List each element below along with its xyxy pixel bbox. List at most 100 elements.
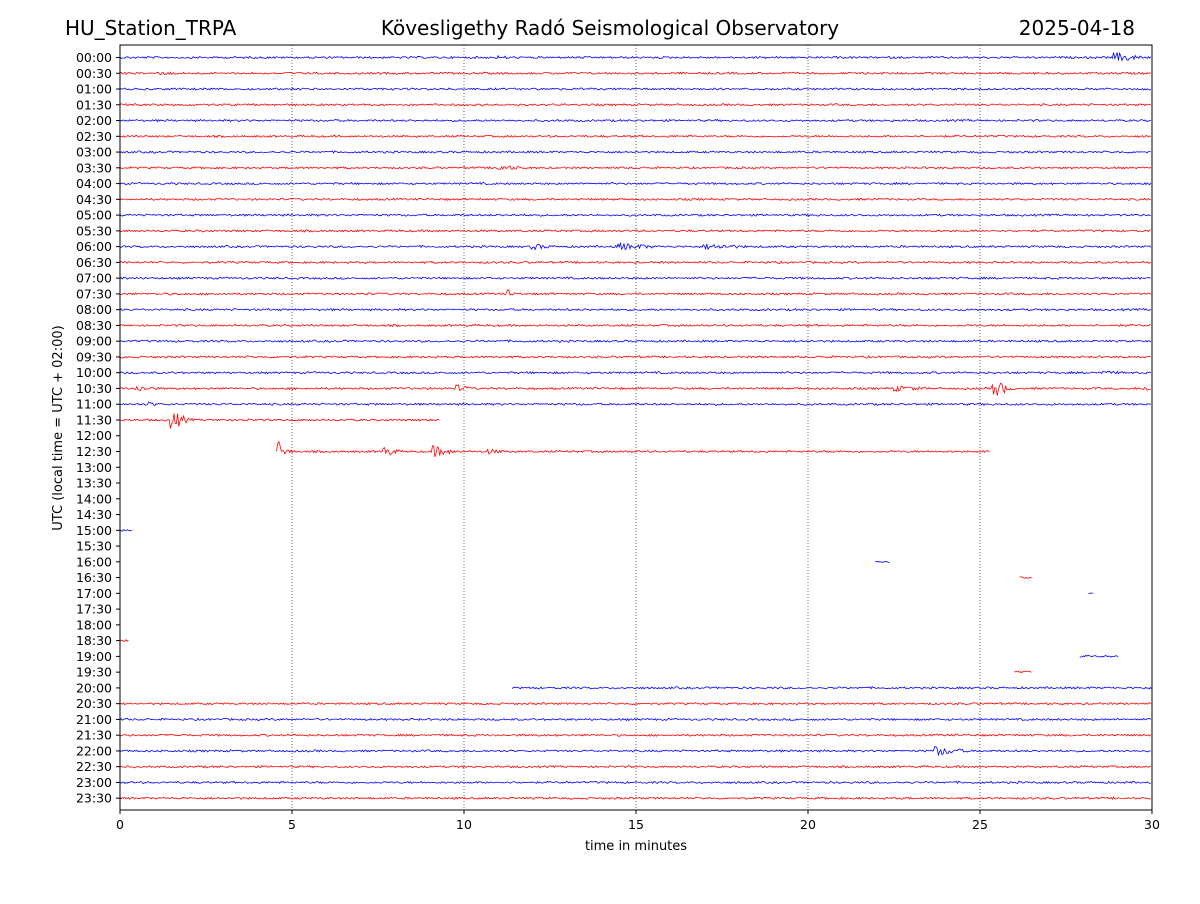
x-axis-label: time in minutes xyxy=(585,839,687,854)
x-tick-label-0: 0 xyxy=(116,817,124,832)
trace-0900-seg-0 xyxy=(120,340,1151,342)
trace-0130-seg-0 xyxy=(120,104,1151,106)
row-label-0700: 07:00 xyxy=(76,271,112,286)
trace-0600-seg-0 xyxy=(120,243,1151,249)
trace-0230-seg-0 xyxy=(120,135,1151,137)
row-label-1400: 14:00 xyxy=(76,491,112,506)
row-label-0630: 06:30 xyxy=(76,255,112,270)
row-label-0600: 06:00 xyxy=(76,239,112,254)
trace-0700-seg-0 xyxy=(120,277,1151,279)
row-label-0300: 03:00 xyxy=(76,145,112,160)
row-label-2230: 22:30 xyxy=(76,759,112,774)
x-tick-label-5: 5 xyxy=(288,817,296,832)
row-label-1930: 19:30 xyxy=(76,665,112,680)
row-label-0830: 08:30 xyxy=(76,318,112,333)
row-label-2100: 21:00 xyxy=(76,712,112,727)
station-name: HU_Station_TRPA xyxy=(65,16,237,40)
x-ticks: 0 5 10 15 20 25 30 xyxy=(116,58,1160,833)
x-tick-label-25: 25 xyxy=(972,817,988,832)
row-label-0130: 01:30 xyxy=(76,97,112,112)
trace-0630-seg-0 xyxy=(120,261,1151,263)
row-label-0330: 03:30 xyxy=(76,160,112,175)
row-label-0530: 05:30 xyxy=(76,223,112,238)
row-label-2330: 23:30 xyxy=(76,791,112,806)
row-label-1200: 12:00 xyxy=(76,428,112,443)
row-label-1600: 16:00 xyxy=(76,554,112,569)
x-tick-label-30: 30 xyxy=(1144,817,1160,832)
trace-1500-seg-0 xyxy=(120,530,132,531)
trace-2100-seg-0 xyxy=(120,718,1151,720)
row-label-0800: 08:00 xyxy=(76,302,112,317)
trace-1100-seg-0 xyxy=(120,402,1151,406)
trace-0200-seg-0 xyxy=(120,119,1151,121)
row-label-1830: 18:30 xyxy=(76,633,112,648)
row-label-1530: 15:30 xyxy=(76,539,112,554)
row-label-1430: 14:30 xyxy=(76,507,112,522)
row-label-0030: 00:30 xyxy=(76,66,112,81)
row-label-1500: 15:00 xyxy=(76,523,112,538)
row-label-1000: 10:00 xyxy=(76,365,112,380)
y-axis-label: UTC (local time = UTC + 02:00) xyxy=(51,325,66,530)
row-label-1130: 11:30 xyxy=(76,412,112,427)
row-label-1800: 18:00 xyxy=(76,617,112,632)
trace-2330-seg-0 xyxy=(120,797,1151,799)
trace-0330-seg-0 xyxy=(120,166,1151,170)
row-label-2200: 22:00 xyxy=(76,743,112,758)
trace-0730-seg-0 xyxy=(120,290,1151,295)
row-label-1700: 17:00 xyxy=(76,586,112,601)
row-label-1900: 19:00 xyxy=(76,649,112,664)
trace-0400-seg-0 xyxy=(120,182,1151,184)
row-label-1100: 11:00 xyxy=(76,397,112,412)
x-tick-label-15: 15 xyxy=(628,817,644,832)
trace-0100-seg-0 xyxy=(120,88,1151,90)
trace-1000-seg-0 xyxy=(120,371,1151,374)
row-label-2300: 23:00 xyxy=(76,775,112,790)
row-label-0000: 00:00 xyxy=(76,50,112,65)
row-label-1630: 16:30 xyxy=(76,570,112,585)
trace-1230-seg-0 xyxy=(277,442,990,457)
trace-0530-seg-0 xyxy=(120,230,1151,232)
row-label-2000: 20:00 xyxy=(76,680,112,695)
trace-0000-seg-0 xyxy=(120,53,1151,61)
row-label-0900: 09:00 xyxy=(76,334,112,349)
x-tick-label-20: 20 xyxy=(800,817,816,832)
observatory-title: Kövesligethy Radó Seismological Observat… xyxy=(381,16,839,40)
trace-1130-seg-0 xyxy=(120,414,439,429)
row-label-1730: 17:30 xyxy=(76,602,112,617)
x-tick-label-10: 10 xyxy=(456,817,472,832)
gridlines xyxy=(292,45,980,810)
row-label-0400: 04:00 xyxy=(76,176,112,191)
trace-2230-seg-0 xyxy=(120,766,1151,768)
trace-1930-seg-0 xyxy=(1014,671,1031,673)
row-label-0200: 02:00 xyxy=(76,113,112,128)
row-label-2130: 21:30 xyxy=(76,728,112,743)
trace-2000-seg-0 xyxy=(512,687,1152,689)
row-label-0730: 07:30 xyxy=(76,286,112,301)
row-label-1330: 13:30 xyxy=(76,476,112,491)
y-tick-labels: 00:0000:3001:0001:3002:0002:3003:0003:30… xyxy=(76,50,112,806)
trace-1900-seg-0 xyxy=(1080,655,1118,657)
trace-0030-seg-0 xyxy=(120,72,1151,75)
trace-0800-seg-0 xyxy=(120,309,1151,311)
row-label-1300: 13:00 xyxy=(76,460,112,475)
trace-1630-seg-0 xyxy=(1020,577,1032,579)
trace-2030-seg-0 xyxy=(120,703,1151,705)
trace-2200-seg-0 xyxy=(120,747,1151,755)
trace-0500-seg-0 xyxy=(120,214,1151,216)
row-label-1030: 10:30 xyxy=(76,381,112,396)
plot-date: 2025-04-18 xyxy=(1019,16,1135,40)
row-label-2030: 20:30 xyxy=(76,696,112,711)
trace-2130-seg-0 xyxy=(120,734,1151,736)
row-label-0100: 01:00 xyxy=(76,82,112,97)
row-label-0430: 04:30 xyxy=(76,192,112,207)
row-label-0500: 05:00 xyxy=(76,208,112,223)
row-label-0230: 02:30 xyxy=(76,129,112,144)
trace-1830-seg-0 xyxy=(120,640,128,642)
trace-1030-seg-0 xyxy=(120,383,1151,395)
trace-0830-seg-0 xyxy=(120,324,1151,326)
trace-2300-seg-0 xyxy=(120,781,1151,783)
trace-0930-seg-0 xyxy=(120,356,1151,358)
row-label-1230: 12:30 xyxy=(76,444,112,459)
